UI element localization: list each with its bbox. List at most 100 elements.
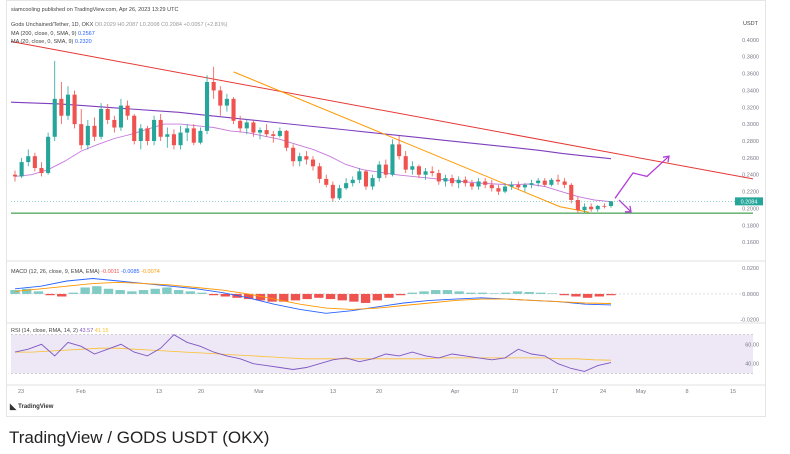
macd-hist-value: -0.0011 [101, 269, 120, 275]
candle-body [536, 180, 541, 184]
candle-body [469, 183, 474, 187]
tv-logo-icon: ◣ [10, 402, 17, 411]
macd-y-tick-label: 0.0000 [742, 292, 759, 298]
candle-body [72, 94, 77, 125]
symbol-text: Gods Unchained/Tether, 1D, OKX [11, 22, 94, 28]
macd-histogram-bar [33, 291, 44, 294]
macd-histogram-bar [138, 290, 149, 294]
tradingview-logo[interactable]: ◣ TradingView [10, 402, 53, 411]
candle-body [46, 136, 51, 174]
candle-body [582, 206, 587, 211]
macd-histogram-bar [185, 291, 195, 294]
candle-body [476, 181, 481, 187]
y-tick-label: 0.1600 [742, 240, 759, 246]
candle-body [165, 134, 170, 137]
macd-histogram-bar [606, 293, 616, 296]
macd-label: MACD (12, 26, close, 9, EMA, EMA) [11, 269, 100, 275]
rsi-line [14, 334, 612, 372]
macd-histogram-bar [197, 292, 207, 294]
candle-body [529, 183, 534, 185]
arrowhead-icon [625, 205, 632, 213]
x-tick-label: 13 [330, 389, 336, 395]
candle-body [125, 105, 130, 116]
y-tick-label: 0.3000 [742, 122, 759, 128]
x-tick-label: 17 [552, 389, 558, 395]
ma200-value: 0.2567 [77, 31, 95, 37]
candle-body [118, 105, 124, 128]
macd-histogram-bar [57, 293, 67, 297]
macd-histogram-bar [208, 293, 219, 296]
x-tick-label: 8 [685, 389, 688, 395]
y-tick-label: 0.3400 [742, 88, 759, 94]
candle-body [152, 119, 157, 141]
x-tick-label: 24 [600, 389, 606, 395]
macd-histogram-bar [244, 293, 254, 300]
macd-histogram-bar [10, 290, 20, 294]
chart-frame: 0.4000 0.3800 0.3600 0.3400 0.3200 0.3000 0.28… [6, 0, 766, 417]
candle-body [264, 130, 269, 135]
candle-body [516, 184, 521, 188]
candle-body [410, 166, 415, 170]
candle-body [12, 174, 18, 177]
candle-body [549, 179, 554, 185]
x-tick-label: 15 [730, 389, 736, 395]
macd-histogram-bar [302, 293, 312, 300]
candle-body [185, 128, 190, 133]
rsi-y-tick-label: 40.00 [745, 362, 759, 368]
macd-histogram-bar [442, 290, 453, 294]
macd-histogram-bar [337, 293, 347, 301]
tv-logo-text: TradingView [18, 403, 54, 410]
candle-body [39, 167, 44, 174]
candle-body [436, 173, 441, 182]
candle-body [317, 166, 322, 179]
candle-body [204, 82, 210, 131]
candle-body [350, 179, 355, 184]
y-tick-label: 0.3800 [742, 55, 759, 61]
candle-body [562, 181, 567, 185]
candle-body [59, 98, 64, 116]
ohlc-text: O0.2029 H0.2087 L0.2008 C0.2084 +0.0057 … [94, 22, 228, 28]
macd-histogram-bar [80, 287, 90, 294]
y-tick-label: 0.2400 [742, 173, 759, 179]
macd-histogram-bar [314, 293, 324, 298]
orange-trendline [233, 71, 561, 208]
candle-body [344, 183, 349, 189]
candle-body [112, 119, 117, 128]
candle-body [357, 171, 362, 180]
candle-body [602, 205, 607, 207]
macd-histogram-bar [407, 292, 418, 294]
macd-histogram-bar [279, 293, 289, 302]
x-tick-label: Apr [451, 389, 460, 395]
rsi-ma-value: 41.15 [94, 328, 109, 334]
candle-body [277, 130, 282, 136]
x-tick-label: 23 [18, 389, 24, 395]
symbol-line: Gods Unchained/Tether, 1D, OKX O0.2029 H… [11, 22, 228, 28]
macd-histogram-bar [419, 291, 429, 294]
candle-body [337, 188, 342, 199]
macd-signal-value: -0.0074 [141, 269, 160, 275]
candle-body [383, 164, 388, 175]
candle-body [304, 156, 309, 160]
candle-body [291, 147, 296, 162]
candle-body [224, 98, 229, 106]
candle-body [138, 128, 143, 141]
arrowhead-icon [662, 155, 670, 163]
macd-line [14, 278, 612, 314]
rsi-label: RSI (14, close, RMA, 14, 2) [11, 328, 78, 334]
macd-histogram-bar [454, 291, 464, 294]
caption: TradingView / GODS USDT (OKX) [9, 428, 270, 447]
red-trendline [10, 41, 754, 180]
candle-body [19, 162, 24, 177]
candle-body [595, 205, 600, 210]
candle-body [555, 179, 561, 182]
candle-body [390, 144, 395, 175]
candle-body [178, 132, 183, 146]
candle-body [231, 98, 236, 121]
macd-histogram-bar [92, 286, 102, 294]
macd-histogram-bar [524, 292, 534, 294]
candle-body [483, 181, 488, 185]
candle-body [284, 130, 289, 148]
publisher-text: siamcooling published on TradingView.com… [11, 7, 179, 13]
candle-body [211, 82, 216, 91]
candle-body [403, 156, 408, 170]
